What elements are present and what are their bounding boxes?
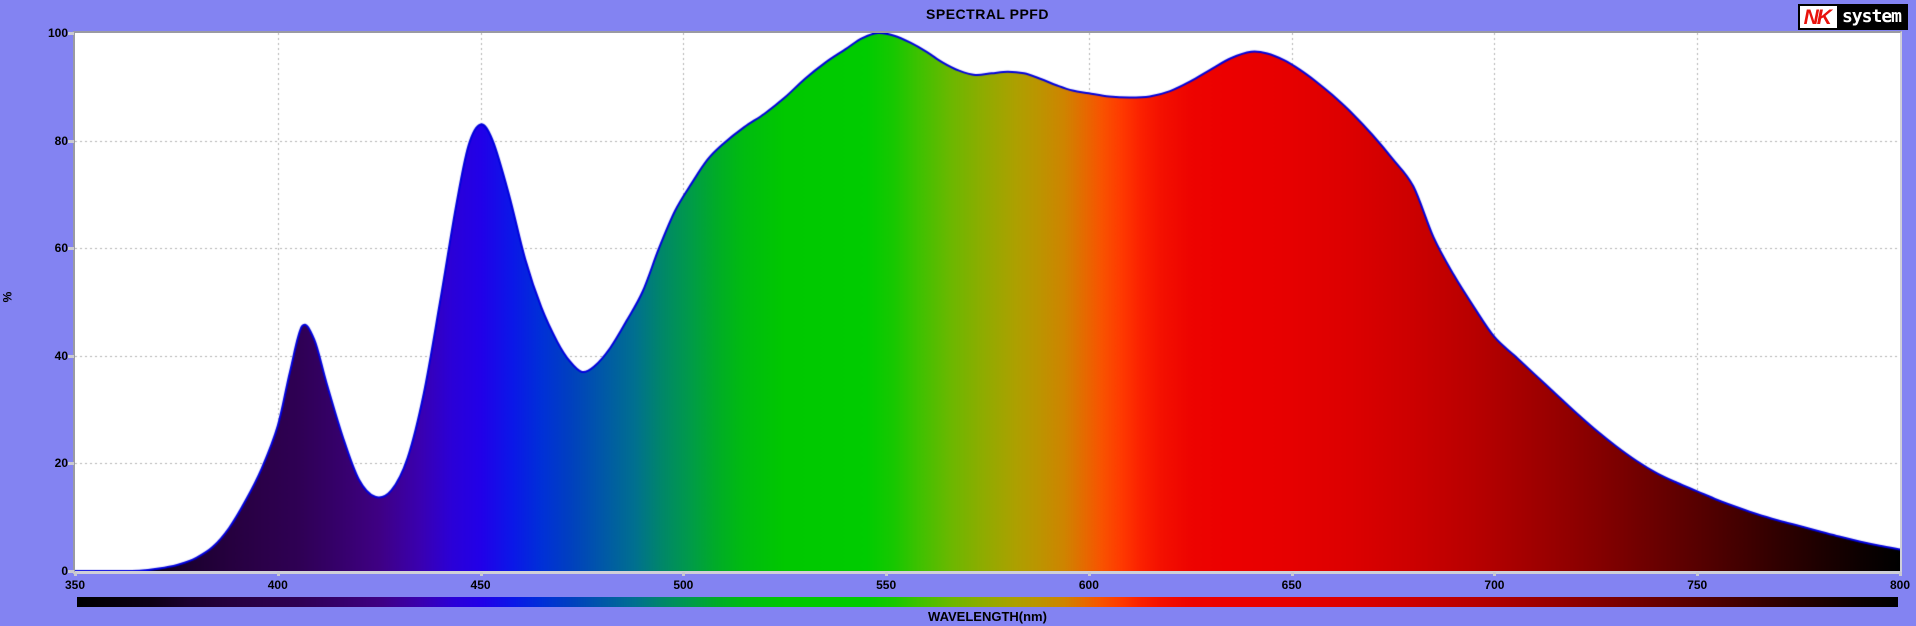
y-tick-label: 20 [54, 456, 68, 471]
x-tick-mark [1493, 572, 1497, 576]
x-tick-label: 700 [1484, 578, 1505, 592]
y-axis-title: % [0, 291, 15, 303]
x-tick-label: 600 [1078, 578, 1099, 592]
spectral-curve-canvas [75, 33, 1900, 571]
y-tick-mark [68, 354, 74, 358]
x-axis-title: WAVELENGTH(nm) [928, 609, 1047, 624]
page-title: SPECTRAL PPFD [926, 6, 1049, 22]
x-tick-mark [1290, 572, 1294, 576]
nk-system-logo: NK system [1797, 4, 1908, 30]
x-tick-mark [1899, 572, 1902, 576]
y-tick-mark [68, 570, 74, 573]
x-tick-label: 400 [267, 578, 288, 592]
x-tick-mark [1087, 572, 1091, 576]
x-tick-mark [885, 572, 889, 576]
y-tick-mark [68, 462, 74, 466]
y-tick-label: 60 [54, 241, 68, 256]
x-tick-label: 500 [673, 578, 694, 592]
y-tick-label: 40 [54, 348, 68, 363]
y-tick-mark [68, 139, 74, 143]
x-tick-label: 550 [876, 578, 897, 592]
x-tick-mark [479, 572, 483, 576]
x-tick-mark [74, 572, 77, 576]
y-tick-label: 100 [47, 26, 68, 40]
y-tick-label: 0 [61, 564, 68, 578]
wavelength-colorbar [77, 597, 1898, 607]
x-tick-label: 750 [1687, 578, 1708, 592]
x-tick-mark [1696, 572, 1700, 576]
x-tick-mark [276, 572, 280, 576]
logo-nk-text: NK [1799, 6, 1837, 28]
x-tick-label: 800 [1889, 578, 1911, 592]
x-tick-mark [682, 572, 686, 576]
x-tick-label: 650 [1281, 578, 1302, 592]
x-tick-label: 450 [470, 578, 491, 592]
y-tick-label: 80 [54, 133, 68, 148]
y-tick-mark [68, 247, 74, 251]
logo-system-text: system [1836, 6, 1906, 28]
plot-area [73, 31, 1902, 574]
x-tick-label: 350 [64, 578, 86, 592]
y-tick-mark [68, 32, 74, 35]
